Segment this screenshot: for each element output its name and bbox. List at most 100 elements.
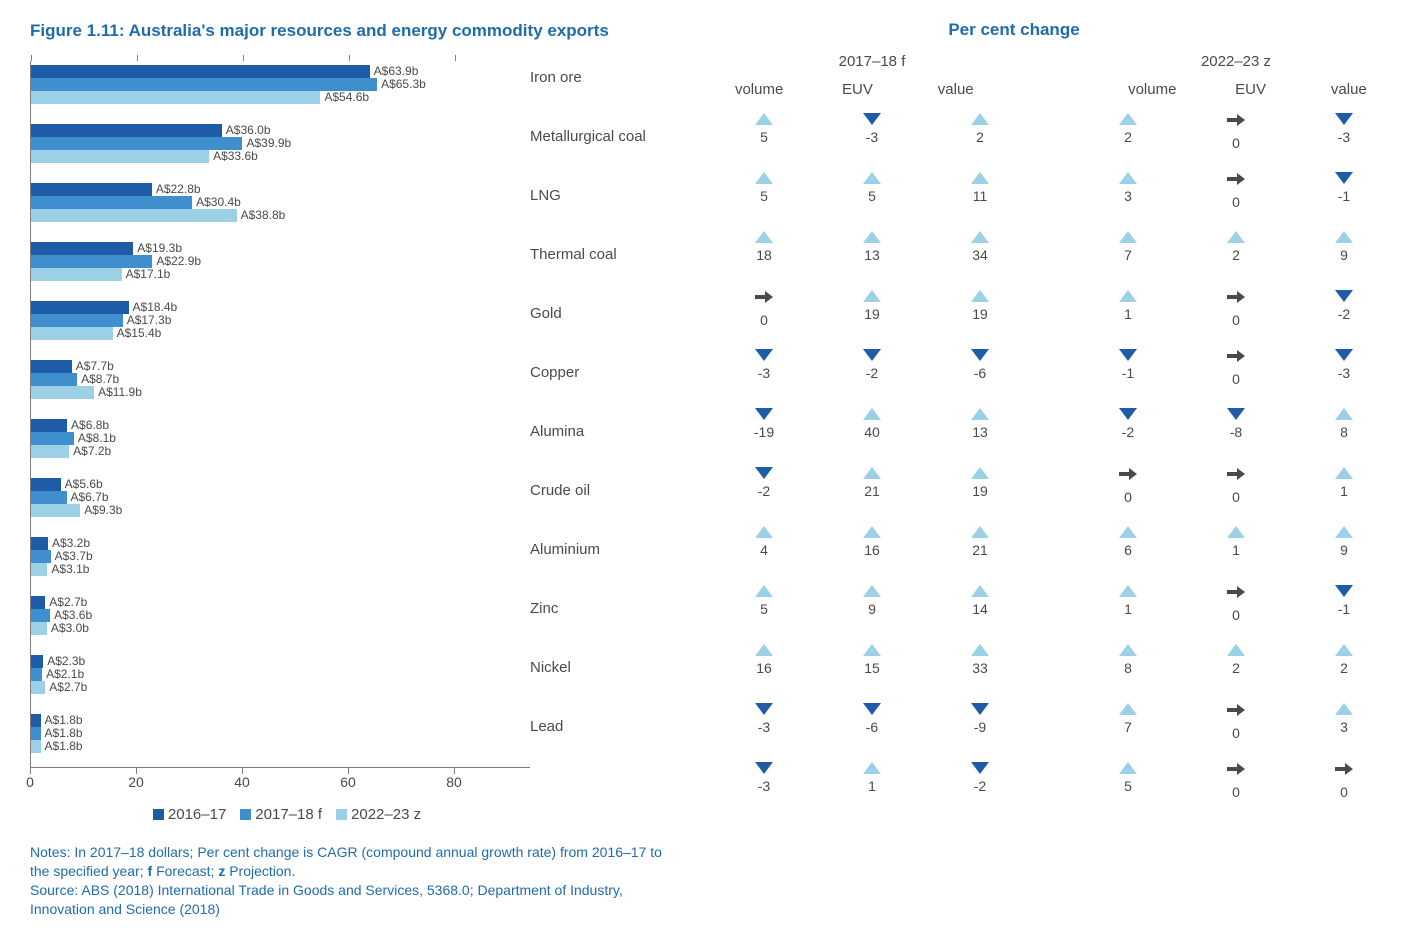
pct-value: 0 — [1124, 489, 1132, 505]
arrow-up-icon — [971, 526, 989, 538]
bar — [31, 137, 242, 150]
pct-value: -19 — [754, 424, 774, 440]
pct-value: -1 — [1338, 188, 1350, 204]
bar-value-label: A$30.4b — [192, 196, 241, 209]
notes: Notes: In 2017–18 dollars; Per cent chan… — [30, 843, 670, 919]
pct-value: 5 — [760, 601, 768, 617]
x-tick: 40 — [234, 774, 250, 790]
bar-value-label: A$15.4b — [113, 327, 162, 340]
bar-value-label: A$3.6b — [50, 609, 92, 622]
pct-cell: 2 — [1182, 644, 1290, 688]
commodity-label: Lead — [530, 718, 563, 735]
commodity-label: Iron ore — [530, 69, 582, 86]
arrow-flat-icon — [1227, 349, 1245, 367]
bar — [31, 314, 123, 327]
pct-cell: -3 — [710, 703, 818, 747]
bar — [31, 360, 72, 373]
bar — [31, 91, 320, 104]
pct-value: -3 — [758, 778, 770, 794]
arrow-up-icon — [863, 762, 881, 774]
pct-cell: 40 — [818, 408, 926, 452]
pct-cell: -3 — [1290, 113, 1398, 157]
pct-value: -6 — [866, 719, 878, 735]
pct-value: -2 — [1338, 306, 1350, 322]
pct-cell: 13 — [926, 408, 1034, 452]
bar-value-label: A$22.8b — [152, 183, 201, 196]
bar — [31, 209, 237, 222]
pct-cell: 2 — [926, 113, 1034, 157]
pct-cell: 8 — [1290, 408, 1398, 452]
arrow-up-icon — [971, 644, 989, 656]
pct-cell: 0 — [1182, 703, 1290, 747]
pct-value: 2 — [1232, 247, 1240, 263]
bar-value-label: A$36.0b — [222, 124, 271, 137]
bar — [31, 327, 113, 340]
pct-col-header: value — [1300, 81, 1398, 103]
bar-group: A$5.6bA$6.7bA$9.3b — [31, 478, 530, 526]
arrow-up-icon — [971, 290, 989, 302]
pct-value: -1 — [1122, 365, 1134, 381]
arrow-up-icon — [1119, 231, 1137, 243]
pct-row: 161533822 — [710, 644, 1398, 688]
pct-col-header: volume — [710, 81, 808, 103]
pct-value: -2 — [758, 483, 770, 499]
bar — [31, 504, 80, 517]
pct-cell: 14 — [926, 585, 1034, 629]
pct-cell: 16 — [710, 644, 818, 688]
pct-value: 1 — [1124, 306, 1132, 322]
pct-cell: 0 — [1074, 467, 1182, 511]
pct-cell: -2 — [818, 349, 926, 393]
pct-cell: -1 — [1290, 585, 1398, 629]
bar — [31, 550, 51, 563]
bar-value-label: A$18.4b — [129, 301, 178, 314]
bar — [31, 65, 370, 78]
arrow-up-icon — [1335, 467, 1353, 479]
pct-value: -8 — [1230, 424, 1242, 440]
bar — [31, 596, 45, 609]
pct-value: 1 — [868, 778, 876, 794]
arrow-down-icon — [971, 762, 989, 774]
pct-cell: -19 — [710, 408, 818, 452]
arrow-flat-icon — [1227, 762, 1245, 780]
pct-cell: 2 — [1182, 231, 1290, 275]
pct-value: 13 — [864, 247, 880, 263]
pct-value: 5 — [760, 129, 768, 145]
pct-value: 11 — [973, 188, 988, 204]
arrow-flat-icon — [1227, 172, 1245, 190]
pct-value: 5 — [868, 188, 876, 204]
pct-cell: -2 — [710, 467, 818, 511]
bar-value-label: A$11.9b — [94, 386, 142, 399]
pct-value: -2 — [866, 365, 878, 381]
pct-value: 34 — [972, 247, 988, 263]
bar-value-label: A$38.8b — [237, 209, 286, 222]
pct-value: 14 — [972, 601, 988, 617]
pct-row: 41621619 — [710, 526, 1398, 570]
arrow-up-icon — [1335, 231, 1353, 243]
pct-change-table: 2017–18 f 2022–23 z volumeEUVvaluevolume… — [710, 53, 1398, 823]
bar-value-label: A$19.3b — [133, 242, 182, 255]
bar-value-label: A$65.3b — [377, 78, 426, 91]
pct-cell: 13 — [818, 231, 926, 275]
bar-group: A$2.3bA$2.1bA$2.7b — [31, 655, 530, 703]
pct-value: -1 — [1338, 601, 1350, 617]
pct-value: 1 — [1124, 601, 1132, 617]
bar-value-label: A$5.6b — [61, 478, 103, 491]
bar — [31, 537, 48, 550]
arrow-down-icon — [1227, 408, 1245, 420]
arrow-up-icon — [1119, 526, 1137, 538]
arrow-up-icon — [1227, 231, 1245, 243]
pct-cell: 7 — [1074, 231, 1182, 275]
pct-value: 8 — [1340, 424, 1348, 440]
bar — [31, 714, 41, 727]
arrow-down-icon — [971, 349, 989, 361]
pct-value: 8 — [1124, 660, 1132, 676]
pct-row: 181334729 — [710, 231, 1398, 275]
pct-value: 0 — [1232, 194, 1240, 210]
arrow-up-icon — [863, 585, 881, 597]
bar-value-label: A$6.7b — [67, 491, 109, 504]
arrow-flat-icon — [1227, 113, 1245, 131]
arrow-down-icon — [1119, 408, 1137, 420]
pct-row: -3-6-9703 — [710, 703, 1398, 747]
bar-value-label: A$63.9b — [370, 65, 419, 78]
arrow-flat-icon — [1335, 762, 1353, 780]
